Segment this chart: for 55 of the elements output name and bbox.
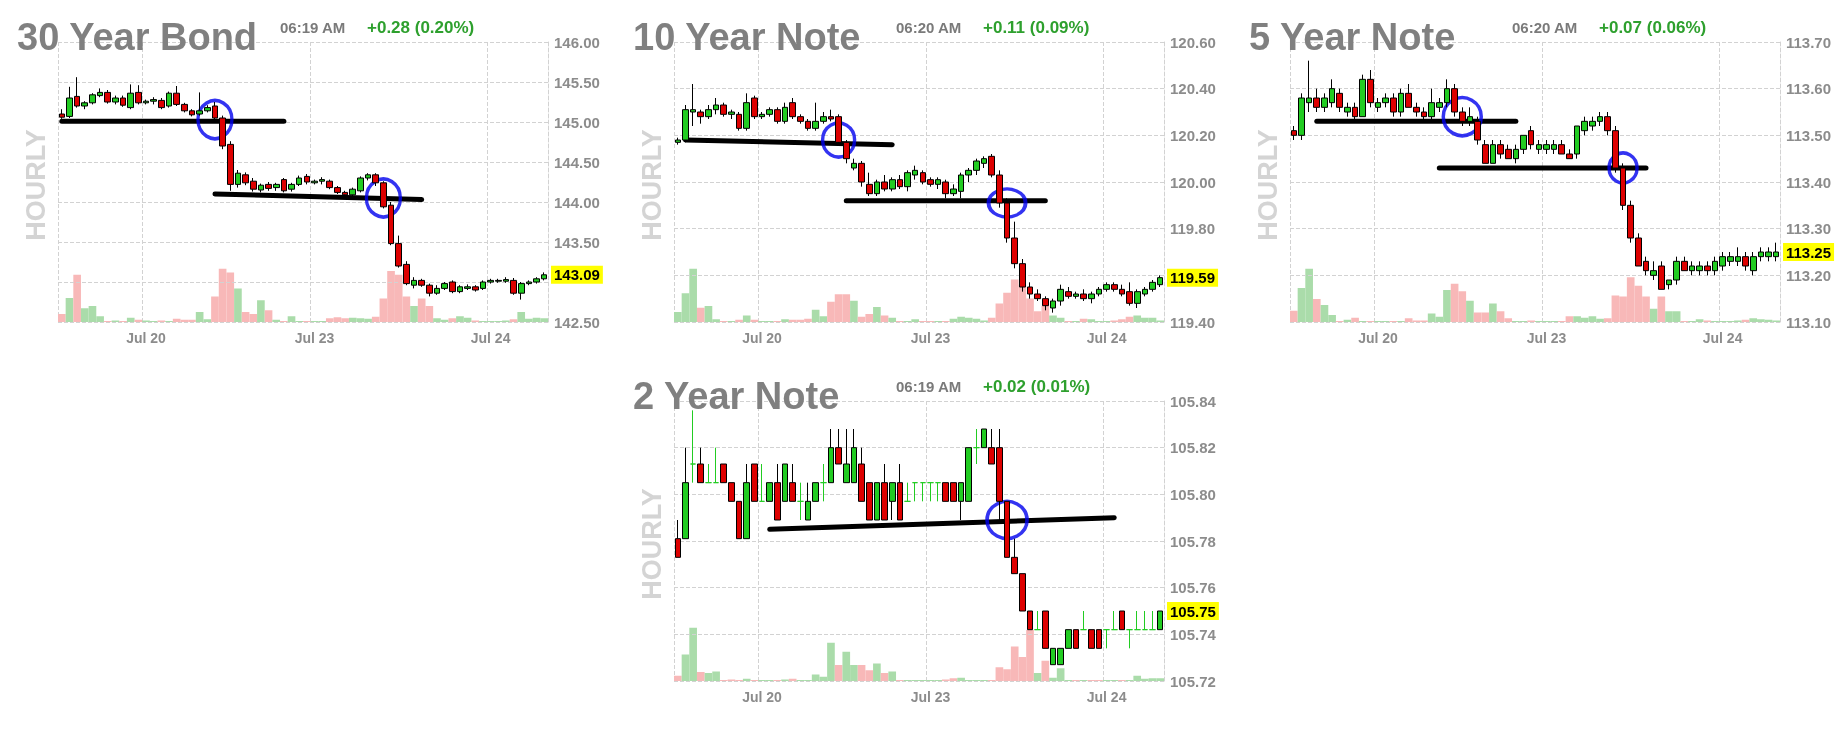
y-tick-label: 146.00 (554, 33, 600, 51)
y-tick-label: 113.30 (1786, 220, 1832, 238)
text: +0.28 (0.20%) (367, 17, 475, 37)
chart-title: 5 Year Note (1249, 16, 1456, 58)
text: 06:19 AM (280, 18, 346, 36)
x-tick-label: Jul 20 (1358, 330, 1399, 346)
y-tick-label: 105.74 (1170, 625, 1217, 643)
y-tick-label: 145.00 (554, 113, 600, 131)
y-tick-label: 113.50 (1786, 126, 1832, 144)
y-tick-label: 105.82 (1170, 439, 1216, 457)
x-tick-label: Jul 24 (1086, 689, 1127, 705)
y-tick-label: 142.50 (554, 313, 600, 331)
chart-title: 2 Year Note (633, 375, 840, 417)
y-tick-label: 143.50 (554, 233, 600, 251)
x-tick-label: Jul 20 (742, 330, 783, 346)
text: +0.07 (0.06%) (1599, 17, 1707, 37)
text: 06:20 AM (896, 18, 962, 36)
y-tick-label: 120.60 (1170, 33, 1216, 51)
x-tick-label: Jul 24 (1702, 330, 1743, 346)
y-tick-label: 113.20 (1786, 266, 1832, 284)
y-tick-label: 113.60 (1786, 80, 1832, 98)
x-tick-label: Jul 24 (470, 330, 511, 346)
y-tick-label: 113.70 (1786, 33, 1832, 51)
x-tick-label: Jul 23 (1526, 330, 1567, 346)
text: 143.09 (554, 266, 600, 284)
text: 113.25 (1786, 243, 1832, 261)
y-tick-label: 119.40 (1170, 313, 1216, 331)
text: 119.59 (1170, 269, 1216, 287)
y-tick-label: 105.78 (1170, 532, 1216, 550)
text: +0.11 (0.09%) (983, 17, 1090, 37)
text: 06:19 AM (896, 377, 962, 395)
y-tick-label: 119.80 (1170, 220, 1216, 238)
y-tick-label: 113.40 (1786, 173, 1832, 191)
y-tick-label: 105.72 (1170, 672, 1216, 690)
y-tick-label: 105.84 (1170, 392, 1217, 410)
y-tick-label: 145.50 (554, 73, 600, 91)
y-tick-label: 120.20 (1170, 126, 1216, 144)
y-tick-label: 144.50 (554, 153, 600, 171)
x-tick-label: Jul 23 (910, 689, 951, 705)
y-tick-label: 120.00 (1170, 173, 1216, 191)
y-tick-label: 105.80 (1170, 485, 1216, 503)
chart-title: 30 Year Bond (17, 16, 258, 58)
x-tick-label: Jul 23 (294, 330, 335, 346)
chart-title: 10 Year Note (633, 16, 861, 58)
y-tick-label: 120.40 (1170, 80, 1216, 98)
y-tick-label: 144.00 (554, 193, 600, 211)
text: +0.02 (0.01%) (983, 376, 1091, 396)
text: 06:20 AM (1512, 18, 1578, 36)
x-tick-label: Jul 20 (742, 689, 783, 705)
y-tick-label: 105.76 (1170, 579, 1216, 597)
x-tick-label: Jul 23 (910, 330, 951, 346)
y-tick-label: 113.10 (1786, 313, 1832, 331)
x-tick-label: Jul 24 (1086, 330, 1127, 346)
text: 105.75 (1170, 602, 1216, 620)
x-tick-label: Jul 20 (126, 330, 167, 346)
